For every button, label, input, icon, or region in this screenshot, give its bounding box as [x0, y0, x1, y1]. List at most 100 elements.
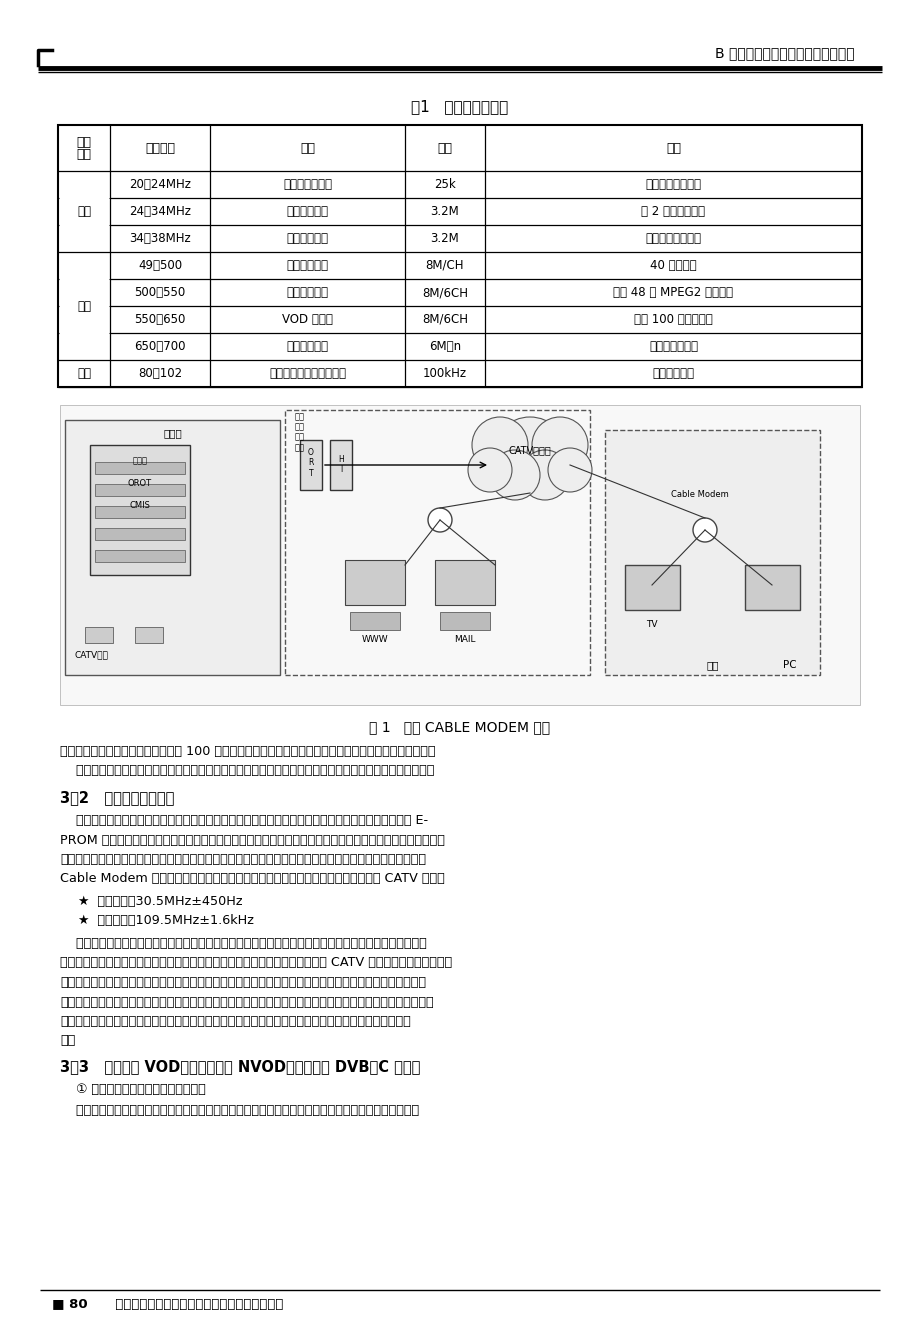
Text: O
R
T: O R T [308, 448, 313, 478]
Circle shape [471, 417, 528, 473]
Text: 小区可以联系有关的连锁店、超市在小区展开电子商务、网上购物等行为，进一步提供小区的智能化水平。: 小区可以联系有关的连锁店、超市在小区展开电子商务、网上购物等行为，进一步提供小区… [60, 765, 434, 777]
Text: CMIS: CMIS [130, 500, 151, 509]
Bar [60, 405, 859, 706]
Text: 25k: 25k [434, 177, 456, 191]
Text: 玻璃破碎以及煤气泄漏等探测器，实现门窗保护、探测未知人员、火警感知和煤气泄漏等报警功能。在管理中: 玻璃破碎以及煤气泄漏等探测器，实现门窗保护、探测未知人员、火警感知和煤气泄漏等报… [60, 976, 425, 989]
Circle shape [468, 448, 512, 492]
Bar [744, 564, 800, 610]
Text: 550～650: 550～650 [134, 313, 186, 327]
Text: 可传 48 套 MPEG2 电视节目: 可传 48 套 MPEG2 电视节目 [613, 286, 732, 298]
Text: 上行数据信号: 上行数据信号 [286, 206, 328, 218]
Text: TV: TV [645, 620, 657, 629]
Text: 3．2   三表自动抄录功能: 3．2 三表自动抄录功能 [60, 790, 175, 805]
Text: 根据实际设置: 根据实际设置 [652, 367, 694, 380]
Circle shape [490, 450, 539, 500]
Bar [439, 612, 490, 630]
Text: 具体频点可以设置: 具体频点可以设置 [645, 177, 701, 191]
Text: WWW: WWW [361, 634, 388, 644]
Bar [95, 550, 185, 562]
Text: H
I: H I [338, 456, 344, 474]
Bar [95, 528, 185, 540]
Text: 家中的数字采集终端和显示控制器等设备，住户不需要看表，操作键盘即可在液晶显示器显示四种表的读: 家中的数字采集终端和显示控制器等设备，住户不需要看表，操作键盘即可在液晶显示器显… [60, 1015, 410, 1028]
Bar [90, 445, 190, 575]
Text: 设置上行点播信息: 设置上行点播信息 [645, 233, 701, 245]
Text: 8M/6CH: 8M/6CH [422, 313, 468, 327]
Bar [285, 410, 589, 675]
Text: MAIL: MAIL [454, 634, 475, 644]
Bar [349, 612, 400, 630]
Text: PROM 中，管理中心的计算机通过有线电视网络读取住户家中的三表，实现了远程自动抄表。避免了一些不法: PROM 中，管理中心的计算机通过有线电视网络读取住户家中的三表，实现了远程自动… [60, 833, 445, 847]
Text: CATV分配网: CATV分配网 [508, 445, 550, 456]
Text: 34～38MHz: 34～38MHz [129, 233, 190, 245]
Text: 以 2 兆为单位设置: 以 2 兆为单位设置 [641, 206, 705, 218]
Bar [65, 419, 279, 675]
Text: 电表、煤气表、水表和纯水表等读数并计算出各住户应该交纳的费用，同样通过 CATV 连接门磁、红外、烟感、: 电表、煤气表、水表和纯水表等读数并计算出各住户应该交纳的费用，同样通过 CATV… [60, 957, 451, 969]
Text: 备注: 备注 [665, 141, 680, 155]
Circle shape [427, 508, 451, 532]
Circle shape [492, 417, 567, 493]
Bar [95, 484, 185, 496]
Circle shape [519, 450, 570, 500]
Text: 信号频率: 信号频率 [145, 141, 175, 155]
Text: OROT: OROT [128, 478, 152, 488]
Bar [300, 439, 322, 491]
Text: 心可以控制用户家电的开关，可以控制电源、煤气、水和有线电视的通断（需要相应的执行部件支持）。安装在: 心可以控制用户家电的开关，可以控制电源、煤气、水和有线电视的通断（需要相应的执行… [60, 996, 433, 1008]
Circle shape [548, 448, 591, 492]
Text: 表1   频率资源与业务: 表1 频率资源与业务 [411, 99, 508, 114]
Bar [330, 439, 352, 491]
Text: 下行数据信号: 下行数据信号 [286, 340, 328, 353]
Bar [624, 564, 679, 610]
Text: 80～102: 80～102 [138, 367, 182, 380]
Text: 小区
内部
监控
系统: 小区 内部 监控 系统 [295, 413, 305, 452]
Text: 模拟电视信号: 模拟电视信号 [286, 259, 328, 271]
Text: Cable Modem: Cable Modem [670, 491, 728, 499]
Text: ★  上行频点：30.5MHz±450Hz: ★ 上行频点：30.5MHz±450Hz [78, 895, 243, 909]
Text: 上行: 上行 [77, 206, 91, 218]
Bar [605, 430, 819, 675]
Bar [135, 628, 163, 642]
Text: 下行: 下行 [77, 300, 91, 313]
Text: 支持 100 并发视频流: 支持 100 并发视频流 [633, 313, 712, 327]
Text: B 有线电视扩展业务与增值业务专题: B 有线电视扩展业务与增值业务专题 [715, 46, 854, 60]
Text: 49～500: 49～500 [138, 259, 182, 271]
Text: ■ 80      （第八届）全国有线电视综合信息网学术研讨会: ■ 80 （第八届）全国有线电视综合信息网学术研讨会 [52, 1298, 283, 1310]
Text: 务功能，并且接入速度是拨号上网的 100 倍，收费可以节省许多（只需交信息流量包月费用不交电话费）。: 务功能，并且接入速度是拨号上网的 100 倍，收费可以节省许多（只需交信息流量包… [60, 745, 435, 758]
Text: 40 多套节目: 40 多套节目 [650, 259, 696, 271]
Text: 方向: 方向 [76, 148, 91, 160]
Text: ★  下行频点：109.5MHz±1.6kHz: ★ 下行频点：109.5MHz±1.6kHz [78, 914, 254, 927]
Text: 调制器: 调制器 [132, 457, 147, 465]
Text: 安防、三表抄录控制信号: 安防、三表抄录控制信号 [268, 367, 346, 380]
Text: PC: PC [782, 660, 796, 671]
Bar [85, 628, 113, 642]
Text: ① 数字视音频信号在模拟网络的传输: ① 数字视音频信号在模拟网络的传输 [60, 1083, 206, 1095]
Text: 信号: 信号 [76, 136, 91, 148]
Text: 8M/CH: 8M/CH [425, 259, 464, 271]
Text: 8M/6CH: 8M/6CH [422, 286, 468, 298]
Text: 3．3   视频点播 VOD、准视频点播 NVOD、网络电视 DVB－C 的实现: 3．3 视频点播 VOD、准视频点播 NVOD、网络电视 DVB－C 的实现 [60, 1059, 420, 1074]
Text: 图 1   社区 CABLE MODEM 系统: 图 1 社区 CABLE MODEM 系统 [369, 720, 550, 734]
Circle shape [531, 417, 587, 473]
Text: 数字压缩电视: 数字压缩电视 [286, 286, 328, 298]
Text: 3.2M: 3.2M [430, 206, 459, 218]
Bar [435, 560, 494, 605]
Text: 650～700: 650～700 [134, 340, 186, 353]
Text: CATV前端: CATV前端 [75, 650, 108, 659]
Text: 利用现有的有线电视网络资源，实现了自动读表、家庭防盗报警和紧急医疗求助功能。系统可以自动读取: 利用现有的有线电视网络资源，实现了自动读表、家庭防盗报警和紧急医疗求助功能。系统… [60, 937, 426, 950]
Text: 数。: 数。 [60, 1035, 75, 1047]
Text: 类型: 类型 [300, 141, 314, 155]
Text: 安防、三表抄录: 安防、三表抄录 [283, 177, 332, 191]
Text: 带宽: 带宽 [437, 141, 452, 155]
Text: Cable Modem 和管理软件三个组成部分。不用重新布线，只需利用已经布好的双向 CATV 网络。: Cable Modem 和管理软件三个组成部分。不用重新布线，只需利用已经布好的… [60, 872, 444, 886]
Text: 100kHz: 100kHz [423, 367, 467, 380]
Text: 6M＊n: 6M＊n [428, 340, 460, 353]
Text: 500～550: 500～550 [134, 286, 186, 298]
Bar [345, 560, 404, 605]
Circle shape [692, 517, 716, 542]
Text: 3.2M: 3.2M [430, 233, 459, 245]
Text: 在智能小区中采用电子水表、电表、煤气表，通过专用电缆数据终端对三表进行读数，将读数存储在 E-: 在智能小区中采用电子水表、电表、煤气表，通过专用电缆数据终端对三表进行读数，将读… [60, 814, 427, 827]
Text: 20～24MHz: 20～24MHz [129, 177, 191, 191]
Text: 视实际需要添加: 视实际需要添加 [648, 340, 698, 353]
Text: 24～34MHz: 24～34MHz [129, 206, 191, 218]
Text: VOD 视频流: VOD 视频流 [282, 313, 333, 327]
Bar [58, 125, 861, 387]
